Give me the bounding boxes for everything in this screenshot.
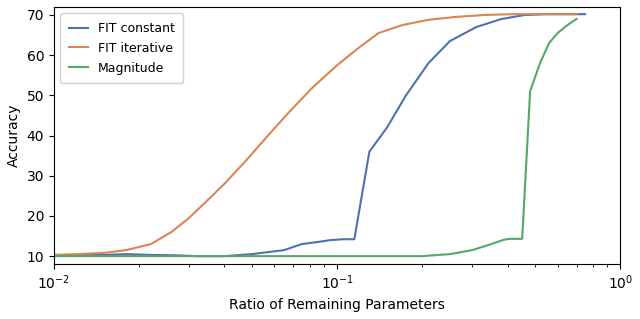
Magnitude xyxy=(374,254,382,258)
FIT constant xyxy=(472,25,480,29)
FIT iterative xyxy=(50,253,58,257)
Magnitude xyxy=(545,41,553,45)
Magnitude xyxy=(50,254,58,258)
FIT constant xyxy=(581,12,589,16)
FIT constant xyxy=(327,238,335,242)
Magnitude xyxy=(446,252,454,256)
FIT iterative xyxy=(573,12,580,16)
Magnitude xyxy=(356,254,364,258)
X-axis label: Ratio of Remaining Parameters: Ratio of Remaining Parameters xyxy=(229,298,445,312)
Magnitude xyxy=(536,61,544,65)
FIT iterative xyxy=(399,23,406,27)
FIT iterative xyxy=(204,198,212,202)
Magnitude xyxy=(488,242,495,246)
FIT constant xyxy=(402,93,410,97)
FIT constant xyxy=(72,253,80,257)
FIT iterative xyxy=(168,230,175,234)
FIT constant xyxy=(248,252,256,256)
FIT iterative xyxy=(510,12,518,16)
Magnitude xyxy=(564,23,572,27)
FIT iterative xyxy=(543,12,550,16)
Magnitude xyxy=(221,254,228,258)
Magnitude xyxy=(306,254,314,258)
FIT iterative xyxy=(185,216,193,220)
Magnitude xyxy=(573,17,580,21)
FIT constant xyxy=(564,12,572,16)
FIT constant xyxy=(543,12,550,16)
Magnitude xyxy=(135,254,143,258)
FIT constant xyxy=(122,252,130,256)
FIT iterative xyxy=(309,85,317,89)
FIT constant xyxy=(193,254,201,258)
Line: Magnitude: Magnitude xyxy=(54,19,577,256)
Magnitude xyxy=(507,237,515,241)
FIT constant xyxy=(147,253,155,257)
FIT constant xyxy=(365,150,373,153)
Y-axis label: Accuracy: Accuracy xyxy=(7,104,21,167)
FIT constant xyxy=(446,39,454,43)
FIT iterative xyxy=(72,252,80,256)
Magnitude xyxy=(391,254,399,258)
FIT constant xyxy=(221,254,228,258)
Magnitude xyxy=(499,238,507,242)
Magnitude xyxy=(554,31,561,35)
Magnitude xyxy=(502,237,510,241)
FIT constant xyxy=(521,13,529,17)
FIT iterative xyxy=(243,158,251,162)
FIT constant xyxy=(100,253,108,257)
FIT iterative xyxy=(333,63,341,67)
FIT constant xyxy=(424,61,432,65)
FIT iterative xyxy=(147,242,155,246)
FIT iterative xyxy=(356,45,364,49)
FIT constant xyxy=(351,237,358,241)
FIT iterative xyxy=(374,31,382,35)
Magnitude xyxy=(333,254,341,258)
FIT constant xyxy=(298,242,305,246)
FIT iterative xyxy=(264,134,272,137)
FIT iterative xyxy=(286,109,294,113)
FIT iterative xyxy=(221,182,228,186)
FIT iterative xyxy=(100,251,108,255)
FIT constant xyxy=(50,253,58,257)
FIT constant xyxy=(497,17,505,21)
Magnitude xyxy=(526,89,534,93)
FIT constant xyxy=(280,248,288,252)
FIT constant xyxy=(172,253,180,257)
Magnitude xyxy=(419,254,426,258)
FIT iterative xyxy=(451,15,458,19)
FIT constant xyxy=(383,126,391,130)
Magnitude xyxy=(271,254,278,258)
FIT constant xyxy=(339,237,347,241)
Line: FIT constant: FIT constant xyxy=(54,14,585,256)
FIT iterative xyxy=(424,18,432,22)
Magnitude xyxy=(518,237,526,241)
FIT iterative xyxy=(480,13,488,17)
FIT iterative xyxy=(122,248,130,252)
FIT constant xyxy=(314,240,321,244)
Legend: FIT constant, FIT iterative, Magnitude: FIT constant, FIT iterative, Magnitude xyxy=(60,13,183,84)
Magnitude xyxy=(468,248,476,252)
Magnitude xyxy=(513,237,520,241)
Line: FIT iterative: FIT iterative xyxy=(54,14,577,255)
